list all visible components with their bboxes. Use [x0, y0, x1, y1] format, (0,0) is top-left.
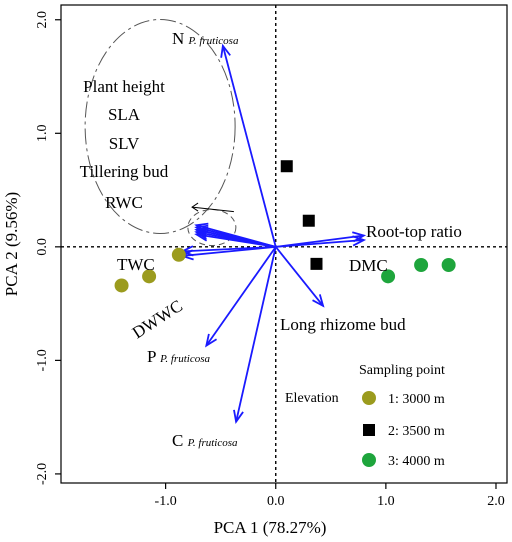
label-dwwc: DWWC	[129, 296, 186, 342]
arrow-p	[205, 246, 277, 347]
legend-group-label: Elevation	[285, 391, 339, 406]
label-dmc: DMC	[349, 256, 388, 275]
legend-label-1: 1: 3000 m	[388, 392, 445, 407]
x-tick-label: 0.0	[267, 494, 285, 509]
legend-items: 1: 3000 m 2: 3500 m 3: 4000 m	[362, 391, 445, 469]
y-tick-label: -2.0	[35, 463, 50, 485]
group-label-4: Tillering bud	[80, 162, 169, 181]
point-series-2	[302, 214, 315, 227]
group-ellipse-large	[84, 18, 236, 234]
label-c: C P. fruticosa	[172, 431, 238, 450]
loading-labels: N P. fruticosa P P. fruticosa C P. frutico…	[117, 29, 462, 450]
legend-marker-3	[362, 453, 376, 467]
label-twc: TWC	[117, 255, 155, 274]
y-tick-label: -1.0	[35, 349, 50, 371]
arrow-dwwc	[182, 245, 276, 253]
group-label-1: Plant height	[83, 77, 165, 96]
grouped-variable-labels: Plant height SLA SLV Tillering bud RWC	[80, 77, 169, 212]
arrow-n-head	[220, 43, 231, 58]
x-tick-label: 2.0	[487, 494, 505, 509]
group-label-3: SLV	[109, 134, 140, 153]
arrow-rwc	[196, 233, 276, 248]
point-series-3	[441, 258, 456, 273]
legend-label-2: 2: 3500 m	[388, 424, 445, 439]
point-series-2	[280, 160, 293, 173]
y-tick-label: 2.0	[35, 11, 50, 29]
arrow-tillering-bud-head	[194, 228, 209, 240]
point-series-1	[142, 269, 157, 284]
legend: Sampling point Elevation 1: 3000 m 2: 350…	[285, 363, 445, 469]
y-tick-label: 1.0	[35, 125, 50, 143]
arrow-slv-head	[194, 226, 209, 238]
point-series-3	[381, 269, 396, 284]
x-tick-label: 1.0	[377, 494, 395, 509]
label-n-species: P. fruticosa	[188, 35, 239, 47]
group-pointer-arrow	[191, 206, 234, 213]
axis-ticks: -1.0 0.0 1.0 2.0 -2.0 -1.0 0.0 1.0 2.0	[35, 11, 505, 509]
arrow-c	[235, 246, 277, 422]
point-series-3	[414, 258, 429, 273]
arrow-long-rhizome-bud-head	[312, 294, 325, 308]
label-root-top-ratio: Root-top ratio	[366, 222, 462, 241]
arrow-n	[222, 45, 277, 248]
loading-arrows	[179, 43, 367, 424]
label-p-species: P. fruticosa	[159, 353, 210, 365]
arrow-root-top-ratio-head	[352, 231, 367, 243]
y-tick-label: 0.0	[35, 238, 50, 256]
x-axis-title: PCA 1 (78.27%)	[214, 518, 327, 537]
arrow-rwc-head	[194, 230, 209, 242]
arrow-p-head	[205, 333, 218, 348]
group-label-2: SLA	[108, 105, 141, 124]
legend-marker-2	[363, 424, 375, 436]
legend-title: Sampling point	[359, 363, 445, 378]
label-n: N P. fruticosa	[172, 29, 239, 48]
legend-marker-1	[362, 391, 376, 405]
group-pointer-head	[191, 202, 199, 212]
point-series-1	[171, 247, 186, 262]
point-series-2	[310, 257, 323, 270]
variable-group-ellipse	[84, 18, 237, 247]
y-axis-title: PCA 2 (9.56%)	[2, 192, 21, 296]
point-series-1	[114, 278, 129, 293]
arrow-dmc	[275, 239, 364, 248]
arrow-c-head	[233, 409, 244, 424]
legend-label-3: 3: 4000 m	[388, 454, 445, 469]
group-ellipse-small	[187, 209, 237, 247]
sample-points	[114, 160, 456, 293]
arrow-dmc-head	[352, 235, 367, 247]
x-tick-label: -1.0	[155, 494, 177, 509]
arrow-long-rhizome-bud	[275, 246, 324, 307]
label-long-rhizome-bud: Long rhizome bud	[280, 315, 406, 334]
label-p: P P. fruticosa	[147, 347, 210, 366]
group-label-5: RWC	[105, 193, 143, 212]
plot-frame	[60, 4, 508, 484]
label-c-species: P. fruticosa	[187, 437, 238, 449]
